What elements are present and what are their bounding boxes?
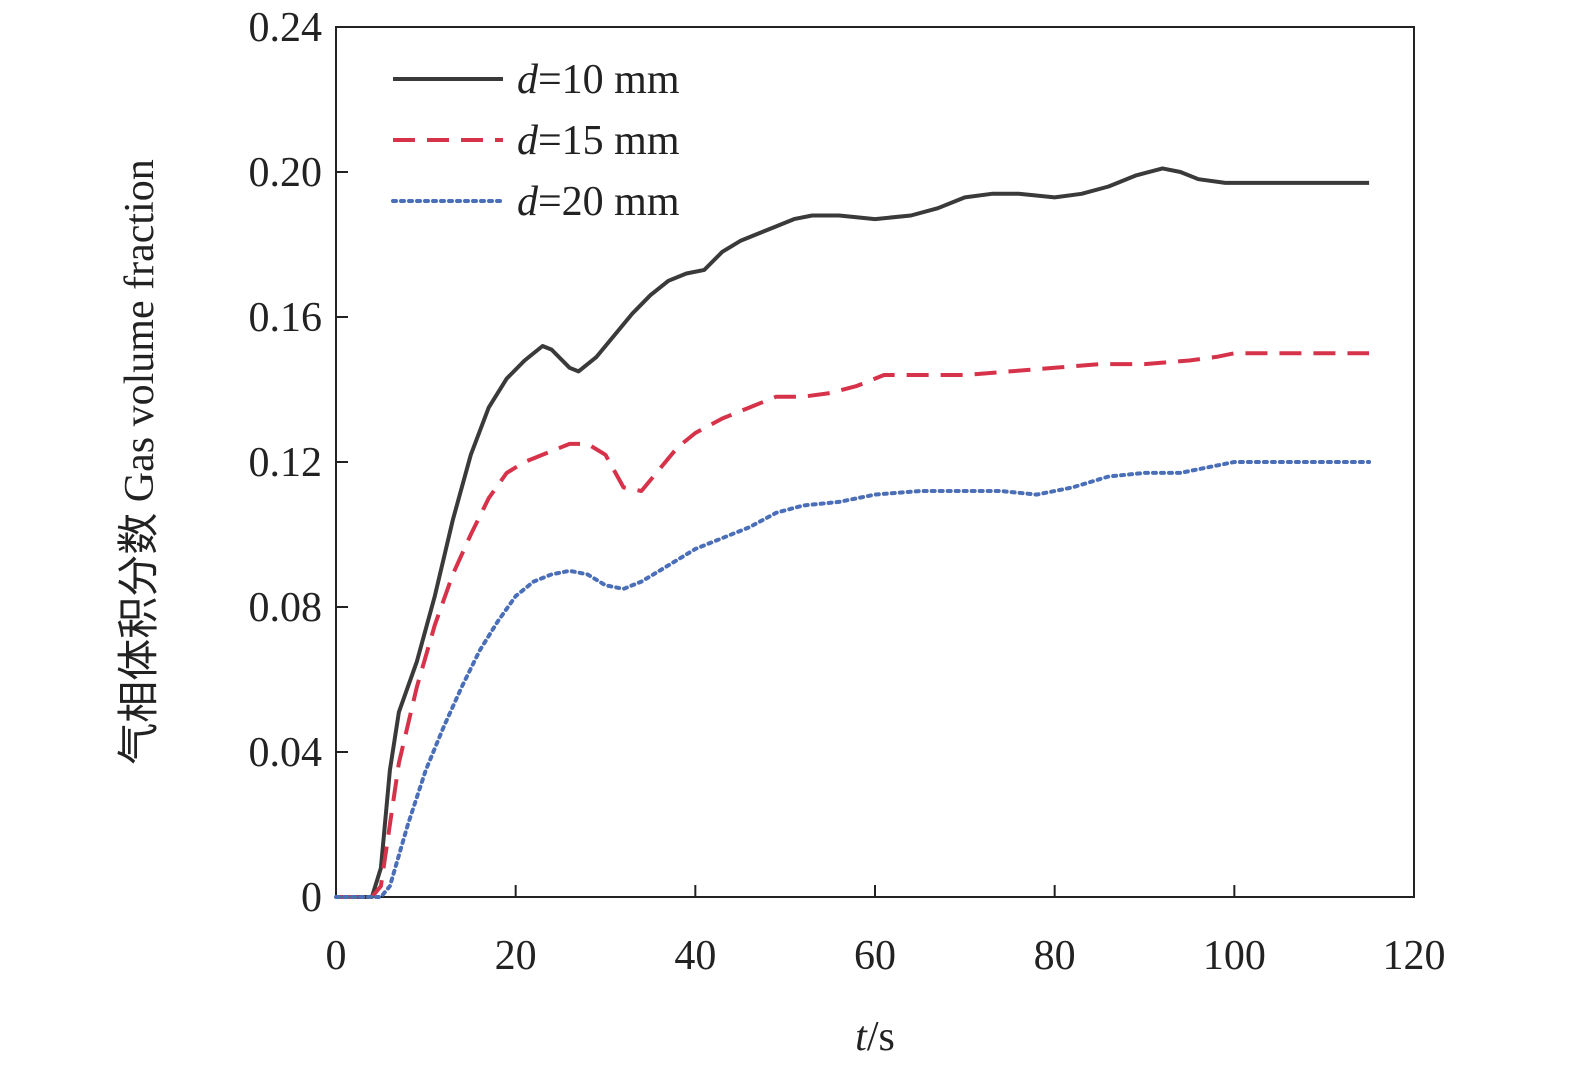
- legend-label-3: d=20 mm: [517, 179, 680, 225]
- x-tick-label: 120: [1383, 933, 1446, 979]
- y-tick-label: 0.08: [249, 585, 323, 631]
- y-axis: 0 0.04 0.08 0.12 0.16 0.20 0.24: [249, 5, 348, 921]
- x-tick-label: 60: [854, 933, 896, 979]
- y-tick-label: 0.24: [249, 5, 323, 51]
- legend-label-1: d=10 mm: [517, 57, 680, 103]
- series-line-3: [334, 460, 1372, 899]
- legend-label-value: =15 mm: [538, 118, 680, 164]
- series-line-2: [336, 351, 1370, 899]
- series-line-1: [336, 166, 1370, 899]
- x-tick-label: 0: [326, 933, 347, 979]
- y-tick-label: 0.20: [249, 150, 323, 196]
- legend-label-value: =10 mm: [538, 57, 680, 103]
- x-tick-label: 80: [1034, 933, 1076, 979]
- legend-label-var: d: [517, 179, 539, 225]
- x-tick-label: 100: [1203, 933, 1266, 979]
- x-axis: 0 20 40 60 80 100 120: [326, 885, 1446, 979]
- x-axis-title-unit: /s: [867, 1014, 895, 1060]
- legend: d=10 mmd=15 mmd=20 mm: [391, 57, 680, 225]
- y-tick-label: 0.12: [249, 440, 323, 486]
- x-axis-title: t/s: [855, 1014, 895, 1060]
- legend-label-2: d=15 mm: [517, 118, 680, 164]
- x-axis-title-var: t: [855, 1014, 868, 1060]
- x-tick-label: 40: [674, 933, 716, 979]
- y-tick-label: 0.16: [249, 295, 323, 341]
- legend-label-value: =20 mm: [538, 179, 680, 225]
- series-layer: [334, 166, 1372, 899]
- y-axis-title: 气相体积分数 Gas volume fraction: [117, 159, 163, 764]
- legend-label-var: d: [517, 118, 539, 164]
- y-tick-label: 0: [301, 875, 322, 921]
- y-tick-label: 0.04: [249, 730, 323, 776]
- x-tick-label: 20: [495, 933, 537, 979]
- legend-label-var: d: [517, 57, 539, 103]
